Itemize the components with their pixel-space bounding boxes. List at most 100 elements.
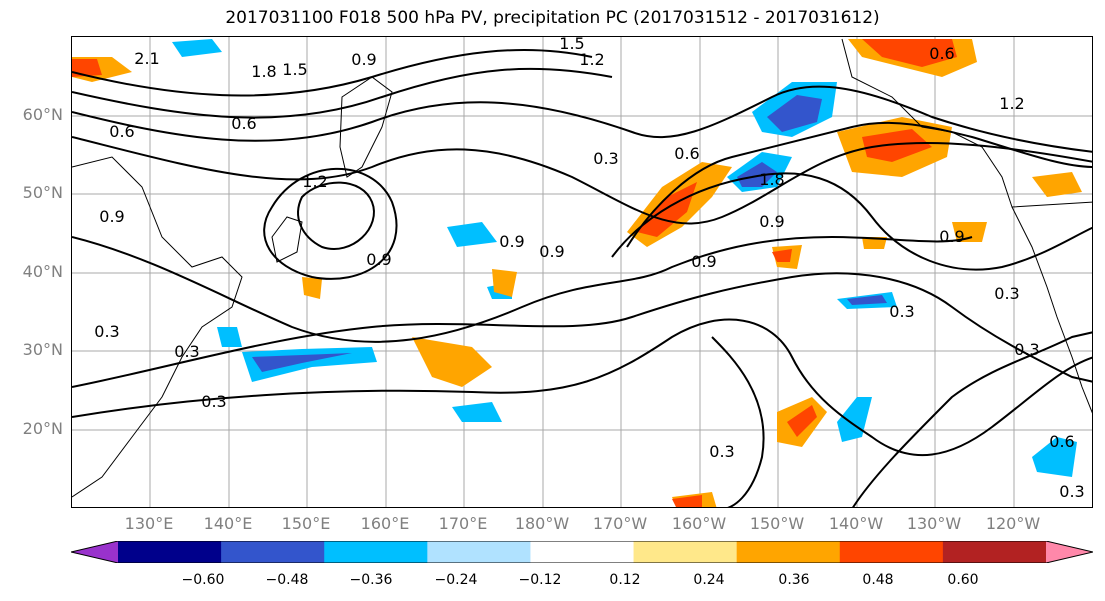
colorbar-segment [633,541,738,563]
lon-label: 140°E [203,514,253,533]
precip-region [772,249,792,262]
na-coast [1011,206,1092,414]
pv-contours [72,48,1092,507]
contour-label: 0.3 [201,392,226,411]
precip-region [452,402,502,422]
precip-region [242,347,377,382]
lon-label: 160°W [671,514,727,533]
lon-label: 160°E [360,514,410,533]
lat-label: 30°N [22,340,63,359]
pv-contour [72,48,593,97]
precip-region [862,39,957,67]
colorbar-tick-label: −0.12 [518,572,562,588]
precip-region [837,397,872,442]
colorbar-segment [942,541,1047,563]
precip-region [412,337,492,387]
gridlines [72,37,1092,507]
precip-region [737,162,777,187]
precip-region [1032,172,1082,197]
contour-label: 0.3 [709,442,734,461]
contour-label: 1.2 [999,94,1024,113]
kamchatka-coast [339,76,393,178]
colorbar-segment [221,541,325,563]
precip-region [492,269,517,297]
pv-contour [626,121,1092,248]
colorbar-tick-label: −0.36 [349,572,393,588]
pv-contour [263,167,398,280]
precip-region [217,327,242,347]
pv-contour [852,331,1092,507]
precip-region [172,39,222,57]
lat-label: 40°N [22,262,63,281]
colorbar-tick-label: 0.12 [609,572,641,588]
contour-label: 0.6 [929,44,954,63]
lon-label: 170°E [438,514,488,533]
contour-labels: 2.1 1.8 1.5 0.9 0.6 1.2 0.9 0.3 0.9 0.3 … [94,37,1084,501]
precip-region [1032,437,1077,477]
contour-label: 2.1 [134,49,159,68]
colorbar-segment [118,541,222,563]
lon-label: 180°W [514,514,570,533]
colorbar [71,541,1093,563]
colorbar-tick-label: 0.36 [778,572,810,588]
colorbar-tick-label: −0.24 [434,572,478,588]
contour-label: 1.5 [282,60,307,79]
precip-region [72,59,102,77]
precip-fills [72,39,1082,507]
pv-contour [611,172,1092,271]
contour-label: 0.9 [366,250,391,269]
map-panel: 2.1 1.8 1.5 0.9 0.6 1.2 0.9 0.3 0.9 0.3 … [71,36,1093,508]
colorbar-extend-min [71,541,118,563]
lon-label: 150°E [281,514,331,533]
colorbar-segment [530,541,635,563]
precip-region [302,277,322,299]
precip-region [252,353,352,372]
contour-label: 1.2 [302,172,327,191]
colorbar-tick-label: 0.48 [862,572,894,588]
lon-label: 120°W [985,514,1041,533]
pv-contour [711,336,765,507]
pv-contour [72,272,1092,388]
contour-label: 0.6 [1049,432,1074,451]
precip-region [862,129,932,162]
lon-label: 150°W [749,514,805,533]
map-canvas: 2.1 1.8 1.5 0.9 0.6 1.2 0.9 0.3 0.9 0.3 … [72,37,1092,507]
contour-label: 1.8 [251,62,276,81]
lat-label: 50°N [22,183,63,202]
contour-label: 0.6 [109,122,134,141]
contour-label: 0.3 [994,284,1019,303]
contour-label: 0.9 [351,50,376,69]
lon-label: 140°W [828,514,884,533]
colorbar-tick-label: −0.48 [265,572,309,588]
precip-region [787,405,817,437]
colorbar-extend-max [1046,541,1093,563]
colorbar-segment [427,541,531,563]
contour-label: 1.2 [579,50,604,69]
contour-label: 1.5 [559,37,584,53]
precip-region [672,495,702,507]
contour-label: 0.3 [174,342,199,361]
contour-label: 0.9 [691,252,716,271]
contour-label: 0.9 [499,232,524,251]
precip-region [847,295,887,305]
lat-label: 20°N [22,419,63,438]
pv-contour [72,67,613,119]
contour-label: 0.9 [99,207,124,226]
lon-label: 170°W [592,514,648,533]
coastlines [72,38,1092,498]
pv-contour [72,136,1092,225]
precip-region [767,95,822,132]
pv-contour [72,235,973,343]
japan-coast [271,216,303,263]
colorbar-tick-label: −0.60 [181,572,225,588]
contour-label: 0.3 [593,149,618,168]
pv-contour [297,181,375,250]
precip-region [862,237,887,249]
contour-label: 0.9 [939,227,964,246]
contour-label: 0.3 [1059,482,1084,501]
precip-region [637,182,697,237]
contour-label: 0.6 [674,144,699,163]
pv-contour [72,318,1092,457]
colorbar-tick-label: 0.60 [947,572,979,588]
colorbar-tick-label: 0.24 [693,572,725,588]
